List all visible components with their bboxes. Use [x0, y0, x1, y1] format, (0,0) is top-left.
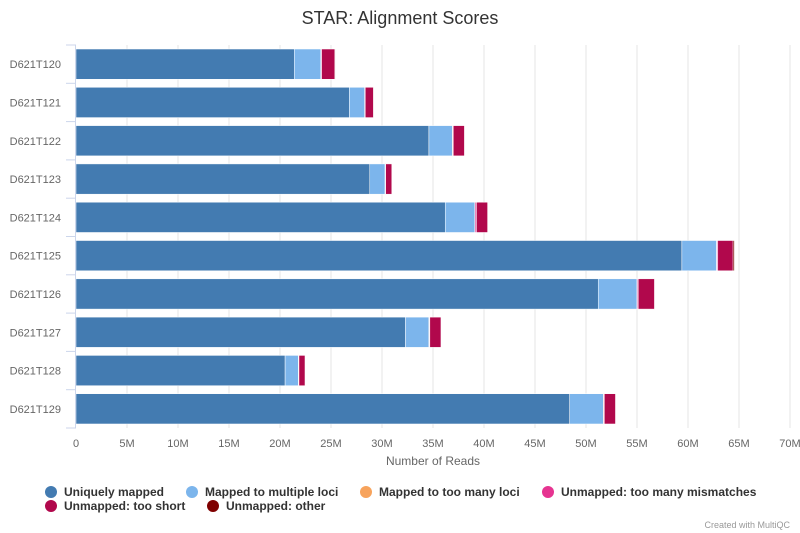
bar-segment[interactable]: D621T122 — Unmapped: too short: 1,100,00…	[453, 125, 465, 157]
legend-marker	[542, 486, 554, 498]
grid-lines	[126, 45, 791, 428]
x-tick-label: 20M	[269, 438, 290, 450]
bar-segment[interactable]: D621T127 — Unmapped: too short: 1,100,00…	[429, 316, 442, 348]
legend-item[interactable]: Mapped to too many loci	[360, 485, 520, 499]
bar-segment[interactable]: D621T128 — Mapped to multiple loci: 1,30…	[284, 355, 299, 386]
legend-marker	[207, 500, 219, 512]
x-tick-label: 25M	[320, 438, 341, 450]
x-tick-label: 70M	[779, 438, 800, 450]
x-tick-label: 5M	[119, 438, 134, 450]
category-label: D621T122	[10, 136, 61, 148]
legend-label: Mapped to too many loci	[379, 485, 520, 499]
bar-segment[interactable]: D621T129 — Uniquely mapped: 48,400,000	[75, 393, 570, 425]
bar-segment[interactable]: D621T127 — Uniquely mapped: 32,300,000	[75, 316, 406, 348]
legend-label: Uniquely mapped	[64, 485, 164, 499]
bar-segment[interactable]: D621T127 — Mapped to multiple loci: 2,30…	[405, 316, 430, 348]
credit-text: Created with MultiQC	[704, 520, 790, 530]
category-label: D621T126	[10, 289, 61, 301]
legend-item[interactable]: Unmapped: other	[207, 499, 326, 513]
legend-item[interactable]: Mapped to multiple loci	[186, 485, 338, 499]
bar-segment[interactable]: D621T121 — Uniquely mapped: 26,800,000	[75, 87, 350, 118]
chart-title: STAR: Alignment Scores	[302, 8, 499, 28]
legend-marker	[45, 500, 57, 512]
bar-segment[interactable]: D621T129 — Unmapped: too short: 1,100,00…	[604, 393, 616, 425]
bar-segment[interactable]: D621T128 — Unmapped: too short: 600,000	[298, 355, 306, 386]
x-tick-label: 60M	[677, 438, 698, 450]
x-tick-label: 40M	[473, 438, 494, 450]
x-tick-label: 15M	[218, 438, 239, 450]
legend-item[interactable]: Unmapped: too many mismatches	[542, 485, 757, 499]
x-tick-label: 65M	[728, 438, 749, 450]
bar-segment[interactable]: D621T120 — Uniquely mapped: 21,400,000	[75, 48, 295, 80]
x-tick-label: 0	[73, 438, 79, 450]
legend-label: Unmapped: too short	[64, 499, 185, 513]
bar-segment[interactable]: D621T120 — Unmapped: too short: 1,300,00…	[321, 48, 336, 80]
bar-segment[interactable]: D621T122 — Uniquely mapped: 34,600,000	[75, 125, 430, 157]
axes: 0 5M 10M 15M 20M 25M 30M 35M 40M 45M 50M 55M 60M 65M 7…	[10, 44, 800, 450]
category-label: D621T124	[10, 212, 61, 224]
legend: Uniquely mapped Mapped to multiple loci Ma…	[45, 485, 757, 513]
bar-segment[interactable]: D621T124 — Unmapped: too short: 1,100,00…	[476, 201, 488, 233]
x-tick-label: 45M	[524, 438, 545, 450]
bar-segment[interactable]: D621T125 — Mapped to multiple loci: 3,40…	[681, 240, 717, 272]
x-tick-label: 50M	[575, 438, 596, 450]
legend-item[interactable]: Unmapped: too short	[45, 499, 185, 513]
bar-segment[interactable]: D621T122 — Mapped to multiple loci: 2,30…	[428, 125, 453, 157]
bar-segment[interactable]: D621T126 — Uniquely mapped: 51,200,000	[75, 278, 599, 310]
bar-segment[interactable]: D621T125 — Unmapped: other: 130,000	[732, 240, 735, 272]
category-label: D621T121	[10, 97, 61, 109]
bar-segment[interactable]: D621T120 — Mapped to multiple loci: 2,60…	[294, 48, 322, 80]
legend-label: Unmapped: other	[226, 499, 326, 513]
category-label: D621T128	[10, 366, 61, 378]
bar-segment[interactable]: D621T121 — Mapped to multiple loci: 1,50…	[349, 87, 365, 118]
bar-segment[interactable]: D621T123 — Uniquely mapped: 28,800,000	[75, 163, 371, 195]
bar-segment[interactable]: D621T124 — Mapped to multiple loci: 2,90…	[444, 201, 476, 233]
legend-item[interactable]: Uniquely mapped	[45, 485, 164, 499]
bar-segment[interactable]: D621T125 — Uniquely mapped: 59,400,000	[75, 240, 683, 272]
x-tick-label: 35M	[422, 438, 443, 450]
legend-label: Mapped to multiple loci	[205, 485, 338, 499]
bar-segment[interactable]: D621T126 — Mapped to multiple loci: 3,80…	[597, 278, 638, 310]
x-tick-label: 10M	[167, 438, 188, 450]
bar-segment[interactable]: D621T125 — Unmapped: too short: 1,500,00…	[717, 240, 734, 272]
category-label: D621T123	[10, 174, 61, 186]
bar-segment[interactable]: D621T129 — Mapped to multiple loci: 3,30…	[569, 393, 604, 425]
category-label: D621T127	[10, 327, 61, 339]
bar-segment[interactable]: D621T123 — Unmapped: too short: 600,000	[385, 163, 393, 195]
category-label: D621T120	[10, 59, 61, 71]
bar-segment[interactable]: D621T126 — Unmapped: too short: 1,600,00…	[637, 278, 655, 310]
legend-marker	[186, 486, 198, 498]
x-tick-label: 55M	[626, 438, 647, 450]
bar-segment[interactable]: D621T123 — Mapped to multiple loci: 1,50…	[369, 163, 386, 195]
category-label: D621T125	[10, 251, 61, 263]
bars: D621T120 — Uniquely mapped: 21,400,000D6…	[75, 48, 735, 425]
legend-marker	[45, 486, 57, 498]
legend-label: Unmapped: too many mismatches	[561, 485, 757, 499]
category-label: D621T129	[10, 404, 61, 416]
x-tick-label: 30M	[371, 438, 392, 450]
bar-segment[interactable]: D621T128 — Uniquely mapped: 20,500,000	[75, 355, 286, 386]
legend-marker	[360, 486, 372, 498]
bar-segment[interactable]: D621T121 — Unmapped: too short: 800,000	[365, 87, 374, 118]
bar-segment[interactable]: D621T124 — Uniquely mapped: 36,200,000	[75, 201, 446, 233]
x-axis-title: Number of Reads	[386, 454, 480, 468]
